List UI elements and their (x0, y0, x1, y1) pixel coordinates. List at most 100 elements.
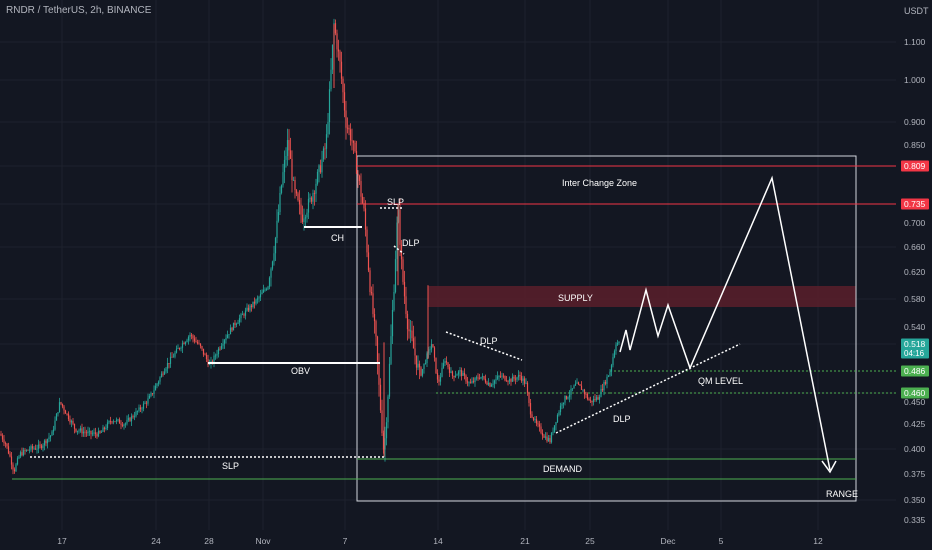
candle-body-76 (114, 421, 116, 423)
candle-body-324 (486, 382, 488, 385)
price-axis[interactable]: 1.100 1.000 0.900 0.850 0.700 0.660 0.620 0.580… (904, 37, 926, 525)
candle-body-39 (58, 402, 61, 413)
candle-body-410 (615, 344, 617, 352)
candle-body-24 (36, 448, 38, 450)
candle-body-181 (271, 261, 274, 269)
candle-body-103 (154, 385, 157, 391)
candle-body-363 (544, 436, 547, 438)
ch-label: CH (331, 233, 344, 243)
candle-body-332 (498, 375, 500, 377)
candle-body-17 (25, 449, 28, 451)
candle-body-286 (429, 349, 431, 351)
candle-body-57 (85, 432, 88, 434)
candle-body-238 (357, 173, 359, 176)
dlp-label-lower: DLP (613, 414, 631, 424)
candle-body-79 (118, 419, 121, 424)
candle-body-263 (394, 259, 397, 293)
candle-body-221 (331, 44, 334, 70)
candle-body-5 (7, 446, 10, 454)
candle-body-251 (376, 336, 379, 363)
candle-body-33 (49, 435, 52, 438)
candle-body-98 (147, 398, 149, 404)
slp-label-bottom: SLP (222, 461, 239, 471)
candle-body-412 (618, 341, 620, 343)
candle-body-273 (409, 330, 412, 332)
x-tick-label-5: 14 (433, 536, 443, 546)
candle-body-305 (457, 371, 460, 375)
candle-body-107 (160, 373, 163, 378)
candle-body-390 (585, 394, 587, 395)
y-tick-label-6: 0.700 (904, 218, 926, 228)
candle-body-214 (321, 159, 323, 173)
x-tick-label-4: 7 (343, 536, 348, 546)
candle-body-349 (523, 378, 526, 384)
candle-body-168 (252, 301, 254, 308)
candle-body-42 (63, 406, 65, 411)
candle-body-401 (601, 388, 604, 391)
candle-body-180 (270, 268, 272, 278)
candle-body-155 (232, 322, 235, 331)
level-badge-1-bg (901, 198, 929, 210)
candle-body-188 (282, 172, 284, 186)
candle-body-109 (163, 371, 166, 375)
y-tick-label-0: 1.100 (904, 37, 926, 47)
candle-body-292 (438, 379, 440, 382)
candle-body-190 (285, 156, 287, 160)
candle-body-406 (609, 371, 611, 376)
slp-label-top: SLP (387, 197, 404, 207)
candle-body-297 (445, 361, 448, 363)
horizontal-levels (357, 165, 896, 394)
y-tick-label-18: 0.350 (904, 495, 926, 505)
candle-body-160 (240, 314, 242, 319)
candle-body-133 (199, 343, 202, 347)
candle-body-51 (76, 430, 79, 432)
candle-body-367 (550, 433, 553, 443)
candle-body-361 (541, 432, 544, 436)
candle-body-219 (328, 89, 331, 123)
candle-body-74 (111, 421, 113, 423)
candle-body-248 (372, 293, 374, 315)
time-axis[interactable]: 17 24 28 Nov 7 14 21 25 Dec 5 12 (57, 536, 823, 546)
y-tick-label-8: 0.620 (904, 267, 926, 277)
candle-body-335 (502, 375, 505, 377)
candle-body-182 (273, 253, 275, 262)
candle-body-135 (202, 348, 205, 355)
candle-body-77 (115, 419, 118, 422)
candle-body-271 (406, 313, 409, 330)
current-price-badge: 0.518 (904, 339, 926, 349)
candle-body-121 (181, 343, 184, 348)
candle-body-29 (43, 440, 46, 446)
candle-body-244 (366, 229, 368, 253)
projection-arrow-head (821, 460, 837, 474)
candle-body-307 (460, 370, 463, 376)
candle-body-323 (484, 378, 487, 383)
candle-body-223 (334, 23, 337, 34)
candle-body-65 (97, 430, 100, 437)
candle-body-371 (556, 415, 559, 422)
candle-body-122 (183, 343, 185, 345)
candle-body-329 (493, 380, 496, 384)
level-badge-3: 0.460 (904, 388, 926, 398)
candle-body-202 (303, 218, 305, 223)
range-box (356, 155, 857, 502)
level-badge-2-bg (901, 365, 929, 377)
candle-body-258 (387, 396, 389, 423)
candle-body-99 (148, 395, 151, 399)
candle-body-369 (553, 425, 556, 433)
candle-body-374 (561, 404, 563, 406)
candle-body-12 (18, 456, 20, 459)
candle-body-389 (583, 389, 586, 395)
y-tick-label-1: 1.000 (904, 75, 926, 85)
candle-body-114 (171, 356, 173, 358)
candle-body-241 (361, 196, 364, 204)
candle-body-19 (28, 449, 31, 451)
y-tick-label-7: 0.660 (904, 242, 926, 252)
candle-body-309 (463, 372, 466, 376)
candle-body-348 (522, 378, 524, 381)
candle-body-243 (364, 208, 367, 230)
candle-body-384 (576, 382, 578, 384)
y-tick-label-14: 0.450 (904, 397, 926, 407)
candle-body-128 (192, 335, 194, 339)
candle-body-362 (543, 435, 545, 438)
